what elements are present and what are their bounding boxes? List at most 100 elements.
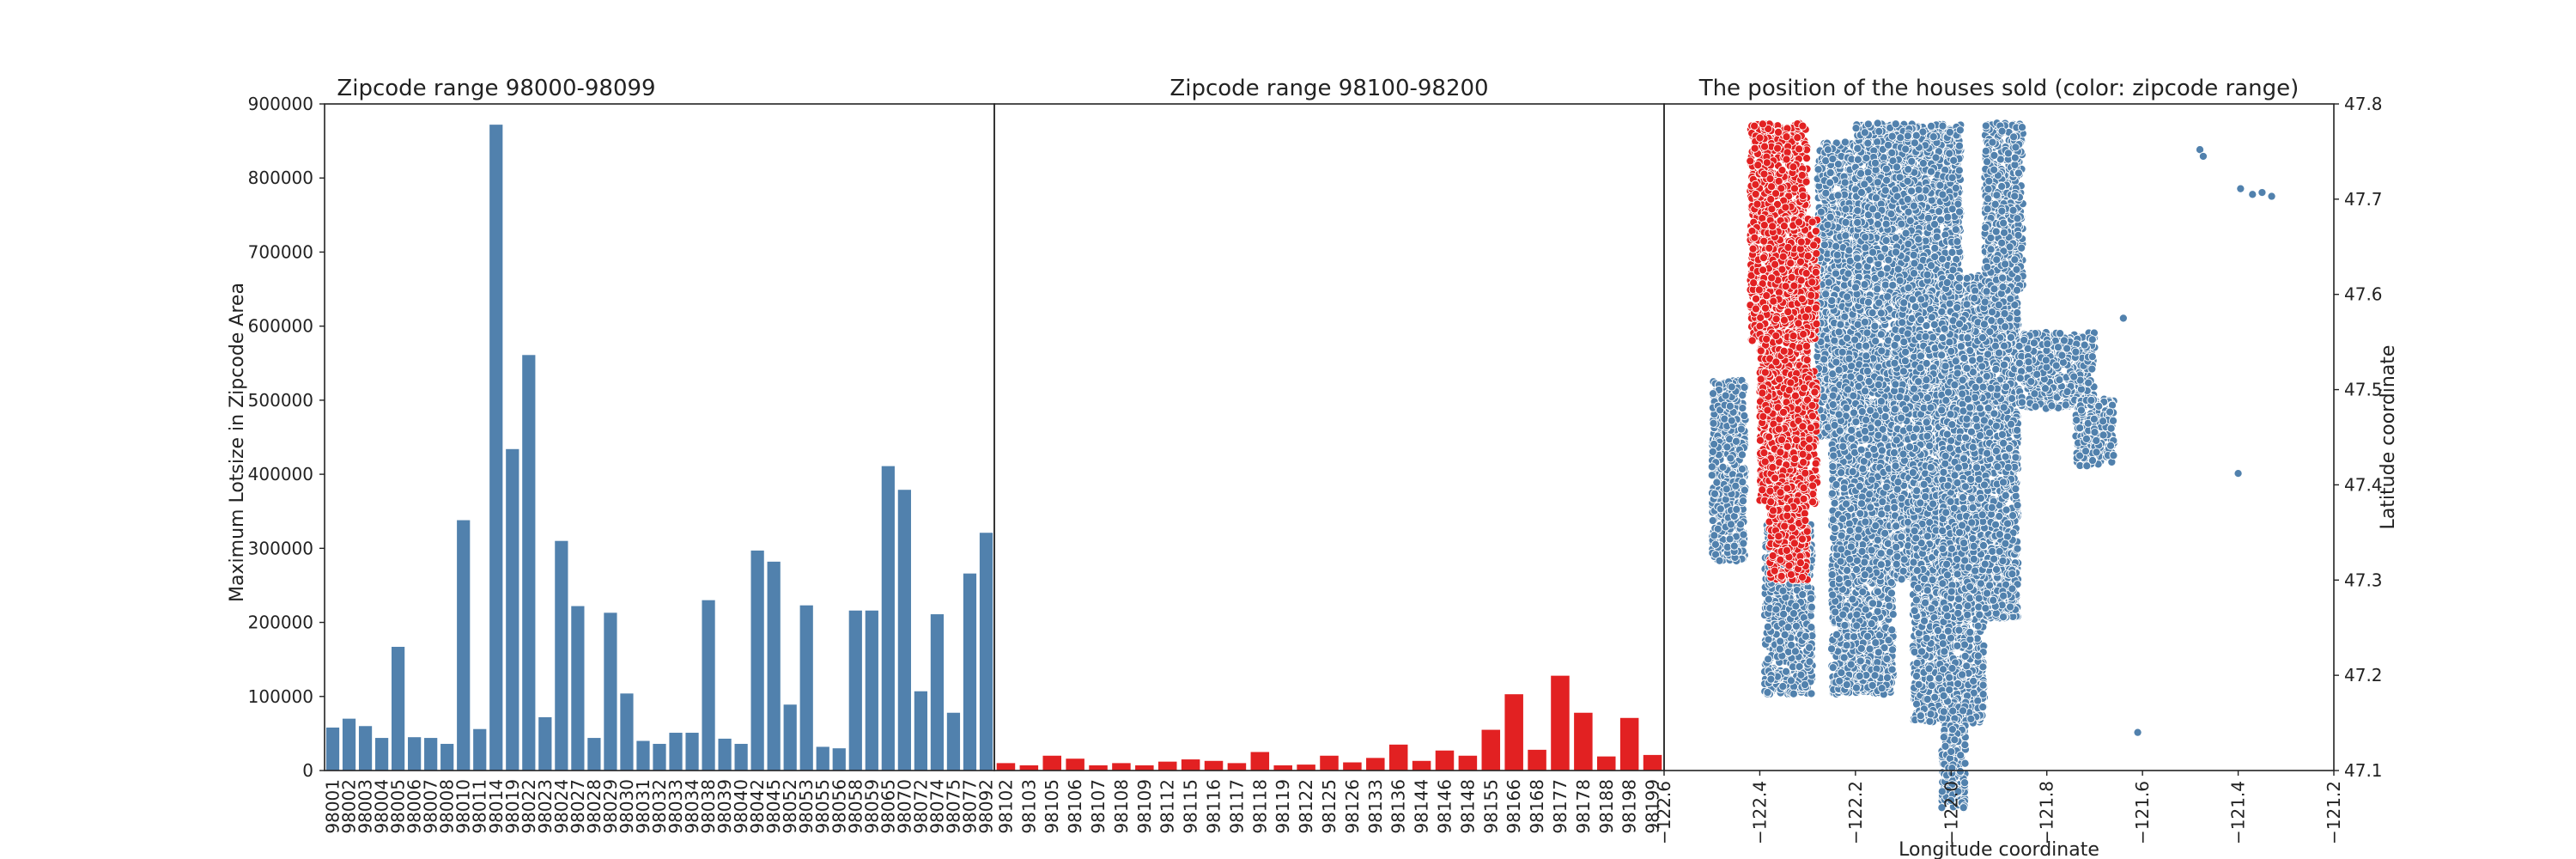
house-point	[1831, 607, 1840, 617]
house-point	[1867, 475, 1876, 484]
house-point	[1791, 621, 1801, 631]
panel-zipcode-range-98100: Zipcode range 98100-98200 98102 98103 9810…	[993, 76, 1665, 834]
house-point	[1887, 665, 1897, 674]
bar-98028	[587, 738, 601, 771]
bar-98103	[1019, 765, 1039, 771]
bar-98003	[358, 726, 373, 771]
x-tick-label: 98039	[714, 779, 735, 834]
bar-98198	[1619, 717, 1639, 771]
house-point	[1826, 212, 1835, 222]
house-point	[1738, 390, 1747, 400]
x-tick-label: 98029	[600, 779, 621, 834]
house-point	[1842, 680, 1851, 690]
house-point	[1828, 462, 1838, 472]
house-point	[1862, 631, 1873, 641]
house-point	[1876, 330, 1886, 339]
house-point	[1873, 587, 1882, 596]
house-point	[1865, 490, 1874, 499]
bar-98178	[1574, 712, 1593, 771]
x-tick-label: 98112	[1157, 779, 1178, 834]
bar-98030	[620, 693, 634, 771]
house-point	[1783, 623, 1793, 632]
house-point	[1835, 676, 1844, 685]
bar-98199	[1643, 754, 1662, 771]
x-tick-label: 98126	[1342, 779, 1363, 834]
house-point	[1722, 484, 1731, 494]
bar-98042	[750, 550, 764, 771]
house-point	[1782, 667, 1791, 676]
house-point	[1771, 605, 1781, 614]
house-point	[1841, 499, 1851, 509]
house-point	[1740, 382, 1749, 392]
x-tick-label: 98065	[878, 779, 898, 834]
x-tick-label: 98144	[1412, 779, 1432, 834]
x-tick-label: 98106	[1065, 779, 1085, 834]
house-point	[1871, 638, 1880, 648]
house-point	[1791, 601, 1801, 611]
house-point	[1834, 410, 1844, 419]
house-point	[1862, 328, 1872, 338]
y-tick-label: 900000	[248, 94, 313, 114]
house-point	[1880, 528, 1890, 538]
house-point	[1830, 421, 1839, 430]
house-point	[1840, 620, 1850, 631]
x-tick-label: 98002	[339, 779, 360, 834]
bar-98045	[767, 561, 781, 771]
x-tick-label: 98155	[1480, 779, 1501, 834]
y-tick-label: 700000	[248, 241, 313, 262]
house-point	[1726, 520, 1736, 529]
house-point	[1778, 682, 1788, 691]
house-point	[1764, 655, 1773, 664]
house-point	[1820, 355, 1829, 364]
x-tick-label: 98004	[372, 779, 392, 834]
house-point	[1876, 560, 1886, 570]
house-point	[1851, 564, 1862, 575]
house-point	[1860, 557, 1869, 567]
house-point	[1827, 295, 1837, 306]
house-point	[1849, 408, 1859, 417]
x-tick-label: 98198	[1619, 779, 1640, 834]
house-point	[1852, 610, 1862, 619]
house-point	[1841, 231, 1850, 241]
house-point	[1878, 497, 1887, 507]
house-point	[1860, 317, 1869, 326]
bar-98126	[1343, 762, 1362, 771]
bar-98122	[1297, 765, 1315, 771]
house-point	[1737, 450, 1747, 460]
x-tick-label: 98177	[1550, 779, 1571, 834]
bar-98053	[799, 605, 813, 771]
house-point	[1827, 489, 1837, 498]
house-point	[1816, 207, 1826, 216]
bar-98031	[636, 740, 650, 771]
bar-98072	[914, 691, 927, 771]
house-point	[1843, 566, 1852, 576]
house-point	[1731, 481, 1741, 490]
house-point	[1862, 341, 1871, 350]
house-point	[1828, 391, 1838, 400]
house-point	[1837, 668, 1846, 678]
x-tick-label: 98058	[845, 779, 866, 834]
bar-98007	[424, 738, 438, 771]
x-tick-label: 98030	[617, 779, 637, 834]
panel2-x-ticks: 98102 98103 98105 98106 98107 98108 98109 98112…	[995, 779, 1662, 834]
house-point	[1885, 601, 1894, 611]
house-point	[1847, 434, 1856, 443]
house-point	[1778, 586, 1788, 595]
bar-98107	[1089, 765, 1108, 771]
house-point	[1708, 447, 1717, 456]
house-point	[1867, 618, 1876, 629]
house-point	[1868, 680, 1877, 691]
house-point	[1863, 450, 1873, 460]
house-point	[1829, 451, 1838, 460]
house-point	[1789, 689, 1798, 698]
x-tick-label: 98023	[535, 779, 556, 834]
house-point	[1823, 220, 1832, 229]
x-tick-label: 98059	[861, 779, 882, 834]
x-tick-label: 98042	[747, 779, 768, 834]
bar-98144	[1412, 760, 1431, 771]
house-point	[1739, 539, 1748, 548]
house-point	[1844, 269, 1853, 278]
house-point	[1880, 411, 1890, 422]
bar-98002	[342, 718, 356, 771]
house-point	[1866, 405, 1875, 415]
